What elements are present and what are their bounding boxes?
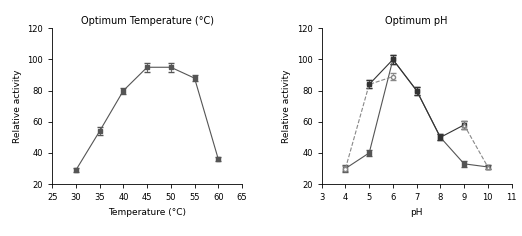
Title: Optimum Temperature (°C): Optimum Temperature (°C) [80,16,213,26]
Title: Optimum pH: Optimum pH [385,16,448,26]
X-axis label: pH: pH [410,208,423,217]
Y-axis label: Relative activity: Relative activity [13,69,22,143]
X-axis label: Temperature (°C): Temperature (°C) [108,208,186,217]
Y-axis label: Relative activity: Relative activity [282,69,291,143]
